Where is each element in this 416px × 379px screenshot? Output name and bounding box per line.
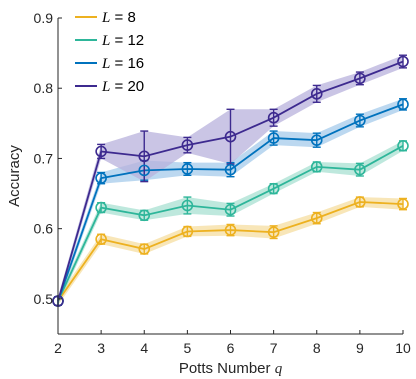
data-point bbox=[181, 139, 194, 151]
data-point bbox=[354, 163, 366, 176]
x-axis-title-var: q bbox=[275, 361, 283, 377]
x-tick-label: 6 bbox=[227, 340, 235, 356]
data-point bbox=[397, 98, 409, 111]
data-point bbox=[310, 161, 323, 173]
x-axis-title-text: Potts Number bbox=[179, 360, 275, 377]
x-tick-label: 3 bbox=[97, 340, 105, 356]
y-tick-label: 0.6 bbox=[34, 221, 54, 237]
y-tick-label: 0.7 bbox=[34, 150, 54, 166]
data-point bbox=[181, 163, 194, 175]
legend-entry-3: L = 20 bbox=[75, 78, 144, 95]
data-point bbox=[354, 72, 366, 85]
data-point bbox=[310, 134, 323, 146]
data-point bbox=[224, 130, 237, 143]
data-point bbox=[95, 233, 107, 245]
data-point bbox=[267, 182, 280, 195]
y-tick-label: 0.5 bbox=[34, 291, 54, 307]
error-band-series-2 bbox=[58, 98, 403, 306]
data-point bbox=[397, 140, 409, 152]
data-point bbox=[224, 163, 237, 176]
data-point bbox=[310, 212, 323, 224]
y-tick-label: 0.8 bbox=[34, 80, 54, 96]
data-point bbox=[224, 224, 237, 236]
data-point bbox=[397, 198, 409, 210]
legend-label: L = 20 bbox=[101, 78, 144, 95]
legend-entry-0: L = 8 bbox=[75, 9, 136, 26]
legend-label: L = 16 bbox=[101, 55, 144, 72]
legend-label: L = 8 bbox=[101, 9, 136, 26]
axes: 2 3 4 5 6 7 8 9 10 0.5 0.6 0.7 0.8 0.9 bbox=[34, 10, 411, 356]
x-tick-label: 2 bbox=[54, 340, 62, 356]
data-point bbox=[95, 145, 107, 158]
x-tick-label: 8 bbox=[313, 340, 321, 356]
data-point bbox=[181, 199, 194, 212]
data-point bbox=[354, 114, 366, 127]
data-point bbox=[267, 132, 280, 144]
data-point bbox=[397, 55, 409, 68]
data-point bbox=[138, 164, 151, 177]
legend-label: L = 12 bbox=[101, 32, 144, 49]
data-point bbox=[267, 111, 280, 124]
data-point bbox=[267, 226, 280, 238]
x-tick-label: 5 bbox=[183, 340, 191, 356]
x-tick-label: 9 bbox=[356, 340, 364, 356]
x-tick-label: 7 bbox=[270, 340, 278, 356]
legend-entry-2: L = 16 bbox=[75, 55, 144, 72]
data-point bbox=[310, 88, 323, 100]
legend-entry-1: L = 12 bbox=[75, 32, 144, 49]
data-point bbox=[138, 150, 151, 163]
y-tick-label: 0.9 bbox=[34, 10, 54, 26]
data-point bbox=[181, 225, 194, 238]
x-tick-label: 4 bbox=[140, 340, 148, 356]
error-band-series-3 bbox=[58, 55, 403, 306]
y-axis-title: Accuracy bbox=[6, 145, 23, 207]
x-tick-label: 10 bbox=[395, 340, 411, 356]
data-point bbox=[138, 209, 151, 222]
error-bands bbox=[58, 55, 403, 306]
data-point bbox=[138, 243, 151, 255]
data-point bbox=[224, 203, 237, 216]
x-axis-title: Potts Number q bbox=[179, 360, 283, 377]
series-line-0 bbox=[57, 201, 404, 302]
data-point bbox=[95, 201, 107, 214]
data-point bbox=[354, 196, 366, 208]
error-bar bbox=[140, 130, 149, 183]
legend: L = 8 L = 12 L = 16 L = 20 bbox=[75, 9, 144, 95]
data-point bbox=[95, 172, 107, 184]
